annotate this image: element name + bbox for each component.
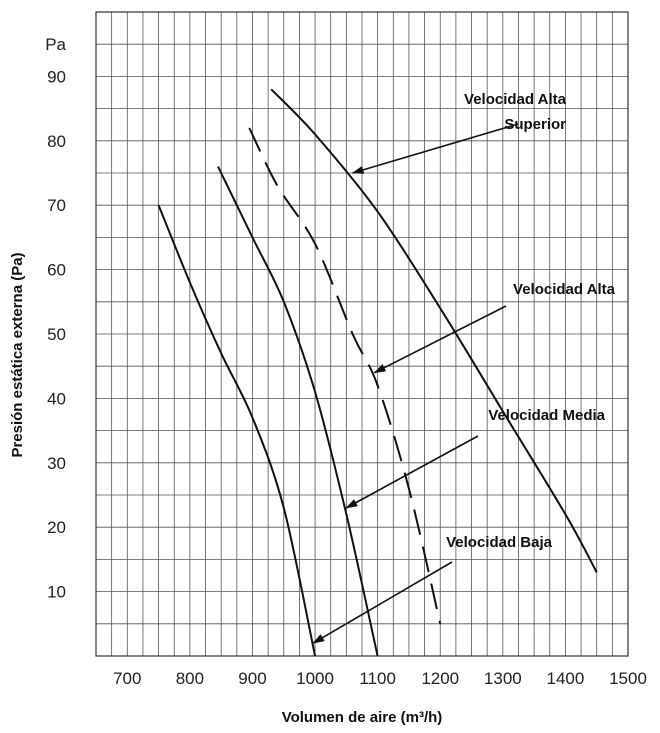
plot-frame bbox=[95, 11, 629, 657]
annotation-arrow bbox=[345, 435, 479, 509]
annotation-label: Velocidad Alta bbox=[513, 281, 616, 298]
annotation: Velocidad Alta bbox=[373, 281, 616, 374]
y-tick-label: 90 bbox=[47, 67, 66, 86]
y-tick-label: 60 bbox=[47, 261, 66, 280]
y-tick-label: 40 bbox=[47, 389, 66, 408]
x-tick-label: 1200 bbox=[421, 669, 459, 688]
y-tick-label: 80 bbox=[47, 132, 66, 151]
annotation: Velocidad Baja bbox=[312, 534, 553, 644]
y-unit-label: Pa bbox=[45, 35, 66, 54]
y-tick-label: 50 bbox=[47, 325, 66, 344]
annotation-arrow bbox=[351, 123, 519, 174]
series-line-velocidad-alta bbox=[248, 127, 442, 625]
x-tick-label: 900 bbox=[238, 669, 266, 688]
series-line-velocidad-alta-superior bbox=[270, 88, 598, 573]
tick-labels: 700 800 900 1000 1100 1200 1300 1400 1500 10 20 30 4… bbox=[45, 35, 647, 688]
series-line-velocidad-baja bbox=[157, 204, 317, 657]
annotation-label: Superior bbox=[504, 116, 566, 133]
annotation-label: Velocidad Alta bbox=[464, 91, 567, 108]
y-axis-title: Presión estática externa (Pa) bbox=[9, 252, 26, 457]
x-tick-label: 1100 bbox=[359, 669, 396, 688]
y-tick-label: 70 bbox=[47, 196, 66, 215]
x-tick-label: 800 bbox=[176, 669, 204, 688]
x-tick-label: 1500 bbox=[609, 669, 647, 688]
x-axis-title: Volumen de aire (m³/h) bbox=[282, 709, 443, 726]
y-tick-label: 30 bbox=[47, 454, 66, 473]
annotation-arrow bbox=[373, 305, 507, 374]
x-tick-label: 1000 bbox=[296, 669, 334, 688]
annotation: Velocidad Alta Superior bbox=[351, 91, 567, 174]
x-tick-label: 700 bbox=[113, 669, 141, 688]
annotation-label: Velocidad Media bbox=[488, 407, 605, 424]
annotation: Velocidad Media bbox=[345, 407, 606, 509]
series-line-velocidad-media bbox=[217, 166, 379, 657]
series-layer bbox=[157, 88, 598, 657]
x-tick-label: 1400 bbox=[546, 669, 584, 688]
grid bbox=[95, 11, 629, 657]
annotation-arrow bbox=[312, 561, 453, 644]
annotation-label: Velocidad Baja bbox=[446, 534, 553, 551]
y-tick-label: 10 bbox=[47, 583, 66, 602]
x-tick-label: 1300 bbox=[484, 669, 522, 688]
y-tick-label: 20 bbox=[47, 518, 66, 537]
